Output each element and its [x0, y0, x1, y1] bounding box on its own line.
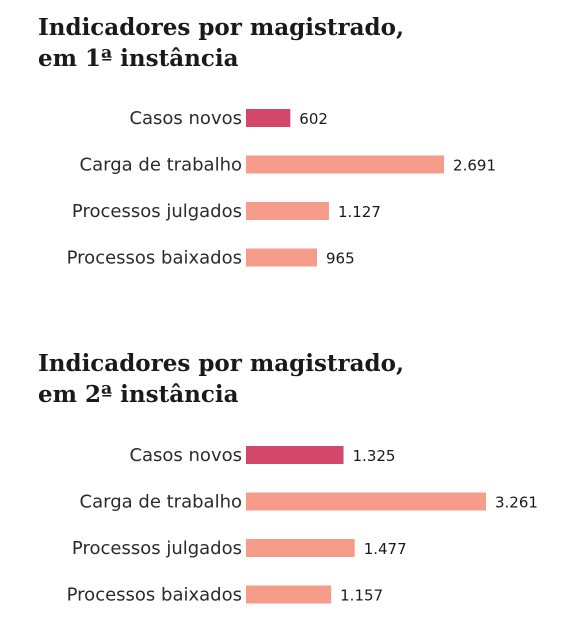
- bar: [246, 539, 355, 557]
- bar: [246, 248, 318, 267]
- category-label: Processos baixados: [67, 248, 242, 269]
- value-label: 1.325: [353, 447, 396, 465]
- bar: [246, 109, 291, 127]
- chart-title: Indicadores por magistrado, em 2ª instân…: [38, 350, 404, 408]
- value-label: 3.261: [495, 494, 538, 512]
- category-label: Carga de trabalho: [80, 155, 242, 176]
- bar: [246, 446, 344, 464]
- bar-chart-first-instance: Casos novos 602 Carga de trabalho 2.691 Proc…: [67, 108, 496, 269]
- value-label: 1.477: [364, 540, 407, 558]
- category-label: Processos julgados: [72, 201, 242, 222]
- value-label: 965: [326, 250, 355, 268]
- category-label: Processos julgados: [72, 538, 242, 559]
- category-label: Casos novos: [129, 445, 242, 466]
- bar: [246, 155, 445, 174]
- category-label: Carga de trabalho: [80, 492, 242, 513]
- value-label: 2.691: [453, 157, 496, 175]
- bar: [246, 492, 486, 511]
- value-label: 1.127: [338, 203, 381, 221]
- bar-chart-second-instance: Casos novos 1.325 Carga de trabalho 3.261 Pr…: [67, 445, 538, 606]
- chart-title: Indicadores por magistrado, em 1ª instân…: [38, 14, 404, 72]
- bar: [246, 585, 332, 604]
- category-label: Casos novos: [129, 108, 242, 129]
- value-label: 602: [299, 110, 328, 128]
- category-label: Processos baixados: [67, 585, 242, 606]
- value-label: 1.157: [340, 587, 383, 605]
- bar: [246, 202, 329, 220]
